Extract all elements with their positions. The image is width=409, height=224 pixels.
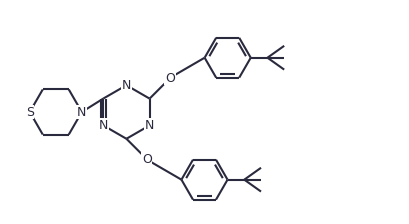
Text: N: N [99, 119, 108, 132]
Text: O: O [142, 153, 152, 166]
Text: N: N [77, 106, 86, 118]
Text: O: O [165, 72, 175, 85]
Text: N: N [122, 79, 131, 92]
Text: N: N [145, 119, 154, 132]
Text: S: S [26, 106, 34, 118]
